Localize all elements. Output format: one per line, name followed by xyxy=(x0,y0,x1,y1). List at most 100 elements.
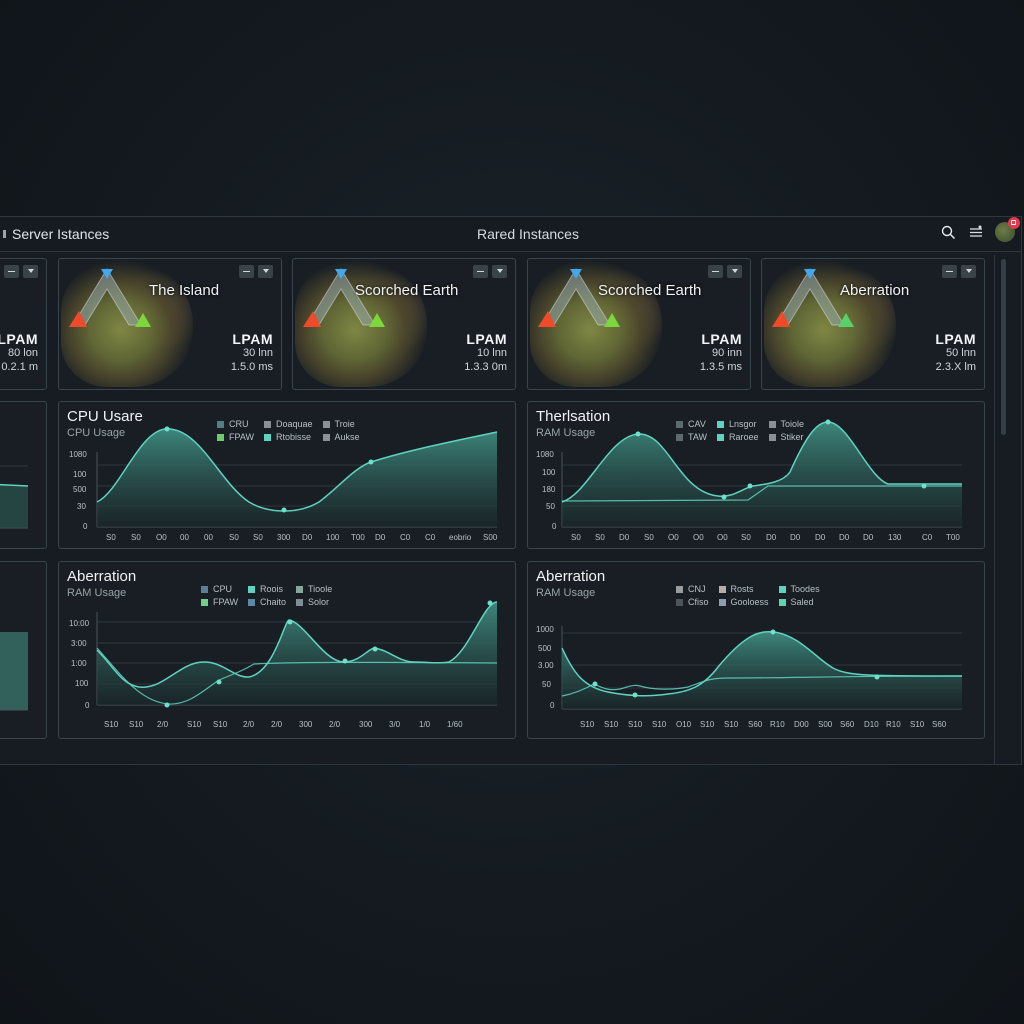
legend-item[interactable]: Aukse xyxy=(322,432,360,442)
card-menu-button[interactable] xyxy=(492,265,507,278)
vertical-scrollbar[interactable] xyxy=(994,255,1013,764)
svg-text:S10: S10 xyxy=(604,720,619,729)
svg-text:S0: S0 xyxy=(595,533,605,542)
svg-text:0: 0 xyxy=(85,701,90,710)
legend-swatch xyxy=(248,598,255,606)
legend-item[interactable]: Stiker xyxy=(768,432,805,442)
svg-text:0: 0 xyxy=(550,701,555,710)
stat-primary: LPAM xyxy=(935,331,976,347)
search-button[interactable] xyxy=(939,223,957,241)
map-stats: LPAM 10 lnn 1.3.3 0m xyxy=(464,332,507,374)
minimize-card-button[interactable] xyxy=(708,265,723,278)
search-icon xyxy=(941,225,955,239)
x-axis-ticks: S10 S10 S10 S10 O10 S10 S10 S60 R10 D00 … xyxy=(580,720,947,729)
legend-item[interactable]: Doaquae xyxy=(264,419,313,429)
svg-text:O0: O0 xyxy=(668,533,679,542)
svg-text:S10: S10 xyxy=(628,720,643,729)
stat-secondary: 30 lnn xyxy=(243,347,273,359)
chart-card-aberration-2: Aberration RAM Usage CNJ Rosts Toodes Cf… xyxy=(527,561,985,739)
legend-item[interactable]: Gooloess xyxy=(718,597,769,607)
chart-card-partial-top xyxy=(0,401,47,549)
map-card-aberration[interactable]: Aberration LPAM 50 lnn 2.3.X lm xyxy=(761,258,985,390)
chart-legend: CAV Lnsgor Toiole TAW Raroee Stiker xyxy=(676,419,804,442)
legend-item[interactable]: CPU xyxy=(201,584,238,594)
legend-swatch xyxy=(676,598,683,606)
legend-item[interactable]: Cfiso xyxy=(676,597,709,607)
legend-item[interactable]: CAV xyxy=(676,419,707,429)
legend-item[interactable]: FPAW xyxy=(201,597,238,607)
map-stats: LPAM 90 inn 1.3.5 ms xyxy=(700,332,742,374)
legend-item[interactable]: Solor xyxy=(296,597,332,607)
map-card-the-island[interactable]: The Island LPAM 30 lnn 1.5.0 ms xyxy=(58,258,282,390)
minimize-card-button[interactable] xyxy=(942,265,957,278)
svg-text:T00: T00 xyxy=(946,533,960,542)
svg-text:S0: S0 xyxy=(229,533,239,542)
svg-text:3/0: 3/0 xyxy=(389,720,401,729)
legend-item[interactable]: Rtobisse xyxy=(264,432,313,442)
filter-list-button[interactable] xyxy=(967,223,985,241)
card-menu-button[interactable] xyxy=(23,265,38,278)
legend-item[interactable]: Rosts xyxy=(718,584,769,594)
svg-text:R10: R10 xyxy=(886,720,901,729)
partial-chart xyxy=(0,465,29,529)
card-controls xyxy=(239,265,273,278)
minimize-card-button[interactable] xyxy=(4,265,19,278)
window-title: Server Istances xyxy=(3,226,109,242)
legend-label: Raroee xyxy=(729,432,759,442)
chart-subtitle: RAM Usage xyxy=(536,587,596,599)
user-avatar[interactable] xyxy=(995,217,1020,242)
svg-text:D0: D0 xyxy=(839,533,850,542)
legend-item[interactable]: Roois xyxy=(248,584,286,594)
card-menu-button[interactable] xyxy=(961,265,976,278)
legend-item[interactable]: FPAW xyxy=(217,432,254,442)
stat-primary: LPAM xyxy=(232,331,273,347)
ark-logo-icon xyxy=(69,268,151,327)
svg-text:100: 100 xyxy=(75,679,89,688)
map-card-scorched-earth-2[interactable]: Scorched Earth LPAM 90 inn 1.3.5 ms xyxy=(527,258,751,390)
chart-card-partial-bottom xyxy=(0,561,47,739)
legend-label: CRU xyxy=(229,419,249,429)
minimize-card-button[interactable] xyxy=(239,265,254,278)
legend-item[interactable]: Toiole xyxy=(768,419,804,429)
legend-item[interactable]: Tioole xyxy=(296,584,332,594)
map-stats: LPAM 30 lnn 1.5.0 ms xyxy=(231,332,273,374)
svg-text:D0: D0 xyxy=(375,533,386,542)
svg-text:S60: S60 xyxy=(932,720,947,729)
legend-item[interactable]: Raroee xyxy=(717,432,759,442)
legend-item[interactable]: Saled xyxy=(778,597,820,607)
ark-logo-icon xyxy=(772,268,854,327)
chart-title: Therlsation xyxy=(536,408,611,425)
legend-swatch xyxy=(217,420,224,428)
card-controls xyxy=(708,265,742,278)
legend-item[interactable]: CRU xyxy=(217,419,254,429)
card-menu-button[interactable] xyxy=(258,265,273,278)
map-card-scorched-earth-1[interactable]: Scorched Earth LPAM 10 lnn 1.3.3 0m xyxy=(292,258,516,390)
legend-item[interactable]: Lnsgor xyxy=(717,419,759,429)
svg-text:D0: D0 xyxy=(815,533,826,542)
legend-label: Rosts xyxy=(730,584,754,594)
scrollbar-thumb[interactable] xyxy=(1001,259,1006,435)
notification-badge-icon[interactable] xyxy=(1008,217,1020,229)
svg-text:D0: D0 xyxy=(766,533,777,542)
window-title-label: Server Istances xyxy=(12,226,110,242)
legend-label: Lnsgor xyxy=(729,419,757,429)
legend-item[interactable]: TAW xyxy=(676,432,707,442)
chart-subtitle: RAM Usage xyxy=(67,587,127,599)
svg-text:S0: S0 xyxy=(131,533,141,542)
svg-text:0: 0 xyxy=(552,522,557,531)
legend-item[interactable]: CNJ xyxy=(676,584,709,594)
window-menu-icon[interactable] xyxy=(3,230,6,238)
svg-text:S10: S10 xyxy=(700,720,715,729)
legend-label: Troie xyxy=(334,419,355,429)
svg-text:D0: D0 xyxy=(863,533,874,542)
svg-text:300: 300 xyxy=(299,720,313,729)
minimize-card-button[interactable] xyxy=(473,265,488,278)
svg-text:S10: S10 xyxy=(187,720,202,729)
legend-item[interactable]: Chaito xyxy=(248,597,286,607)
svg-text:50: 50 xyxy=(542,680,551,689)
legend-item[interactable]: Troie xyxy=(322,419,360,429)
map-card-0[interactable]: LPAM 80 lon 0.2.1 m xyxy=(0,258,47,390)
card-menu-button[interactable] xyxy=(727,265,742,278)
legend-item[interactable]: Toodes xyxy=(778,584,820,594)
svg-text:S00: S00 xyxy=(483,533,498,542)
